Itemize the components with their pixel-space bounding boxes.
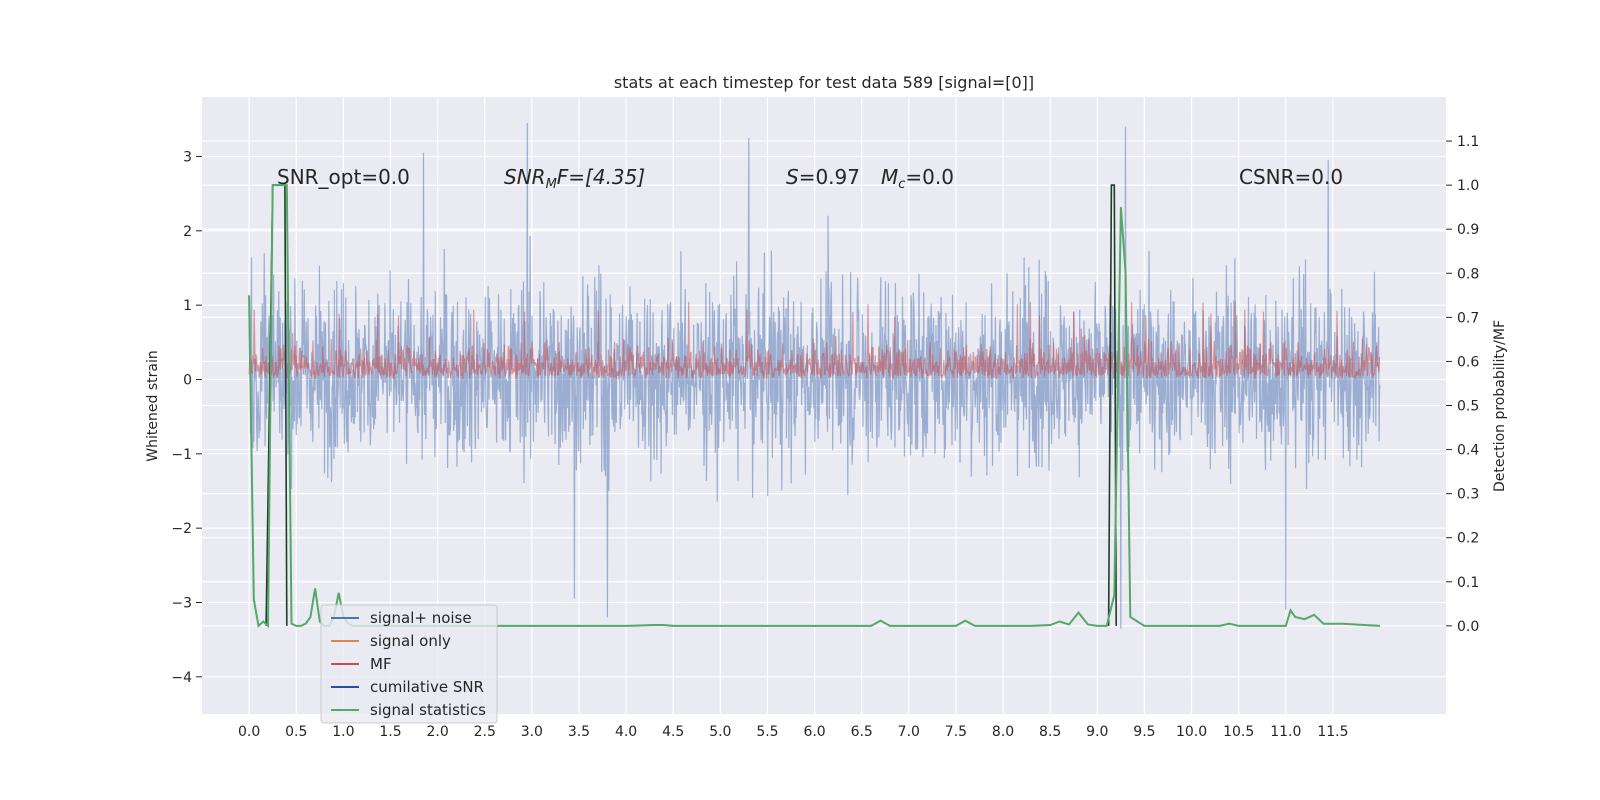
legend-label: cumilative SNR: [370, 678, 484, 696]
legend-label: signal statistics: [370, 701, 486, 719]
y-tick-label: 0: [183, 372, 192, 388]
x-tick-label: 10.0: [1176, 724, 1207, 740]
series-signal-statistics: [248, 184, 1381, 629]
x-tick-label: 3.0: [521, 724, 543, 740]
x-tick-label: 0.5: [285, 724, 307, 740]
y-axis-ticks: 3 2 1 0 −1 −2 −3 −4: [171, 149, 202, 686]
x-tick-label: 4.5: [662, 724, 684, 740]
y-tick-label: 3: [183, 149, 192, 165]
legend-box: [320, 604, 498, 724]
noise-line: [248, 122, 1381, 629]
x-tick-label: 7.5: [945, 724, 967, 740]
annotation-mc-value: Mc=0.0: [881, 165, 954, 192]
x-tick-label: 1.0: [332, 724, 354, 740]
y-right-tick-label: 0.2: [1457, 531, 1479, 547]
x-tick-label: 2.0: [426, 724, 448, 740]
x-tick-label: 6.5: [851, 724, 873, 740]
y-tick-label: −2: [171, 521, 192, 537]
x-tick-label: 9.0: [1086, 724, 1108, 740]
legend: signal+ noise signal only MF cumilative SNR…: [320, 604, 498, 724]
legend-label: signal only: [370, 632, 451, 650]
y-right-tick-label: 0.4: [1457, 443, 1479, 459]
legend-label: signal+ noise: [370, 609, 472, 627]
x-tick-label: 8.0: [992, 724, 1014, 740]
y-right-tick-label: 0.8: [1457, 266, 1479, 282]
y-right-tick-label: 0.0: [1457, 619, 1479, 635]
x-tick-label: 5.0: [709, 724, 731, 740]
y-axis-label: Whitened strain: [145, 350, 161, 461]
legend-label: MF: [370, 655, 392, 673]
x-tick-label: 11.0: [1270, 724, 1301, 740]
x-tick-label: 4.0: [615, 724, 637, 740]
y-right-tick-label: 0.5: [1457, 399, 1479, 415]
x-tick-label: 10.5: [1223, 724, 1254, 740]
legend-items: signal+ noise signal only MF cumilative SNR…: [331, 609, 486, 719]
y-tick-label: −3: [171, 595, 192, 611]
x-tick-label: 1.5: [379, 724, 401, 740]
mf-line: [248, 301, 1381, 380]
x-tick-label: 2.5: [474, 724, 496, 740]
x-tick-label: 6.0: [803, 724, 825, 740]
x-tick-label: 0.0: [238, 724, 260, 740]
annotation-snr-mf: SNRMF=[4.35]: [504, 165, 645, 192]
x-tick-label: 9.5: [1133, 724, 1155, 740]
y-axis-right-label: Detection probability/MF: [1492, 320, 1508, 492]
y-right-tick-label: 0.1: [1457, 575, 1479, 591]
annotation-s-value: S=0.97: [786, 165, 860, 189]
x-tick-label: 5.5: [756, 724, 778, 740]
x-tick-label: 3.5: [568, 724, 590, 740]
y-tick-label: −1: [171, 447, 192, 463]
chart-title: stats at each timestep for test data 589…: [614, 73, 1034, 92]
annotation-snr-opt: SNR_opt=0.0: [277, 165, 410, 189]
y-tick-label: −4: [171, 670, 192, 686]
x-tick-label: 11.5: [1317, 724, 1348, 740]
x-tick-label: 8.5: [1039, 724, 1061, 740]
annotation-csnr: CSNR=0.0: [1239, 165, 1343, 189]
y-tick-label: 2: [183, 224, 192, 240]
y-right-tick-label: 0.7: [1457, 310, 1479, 326]
y-right-tick-label: 1.1: [1457, 134, 1479, 150]
y-axis-right-ticks: 1.1 1.0 0.9 0.8 0.7 0.6 0.5 0.4 0.3 0.2 0.1 0.0: [1446, 134, 1479, 635]
signal-statistics-line: [248, 184, 1381, 629]
x-axis-ticks: 0.0 0.5 1.0 1.5 2.0 2.5 3.0 3.5 4.0 4.5 5.0 5.5 6.0 6…: [238, 724, 1349, 740]
y-right-tick-label: 0.9: [1457, 222, 1479, 238]
y-right-tick-label: 0.6: [1457, 354, 1479, 370]
x-tick-label: 7.0: [898, 724, 920, 740]
y-tick-label: 1: [183, 298, 192, 314]
cumulative-snr-line: [1107, 184, 1117, 626]
series-signal-plus-noise: [248, 122, 1381, 629]
series-mf: [248, 301, 1381, 380]
y-right-tick-label: 1.0: [1457, 178, 1479, 194]
y-right-tick-label: 0.3: [1457, 487, 1479, 503]
